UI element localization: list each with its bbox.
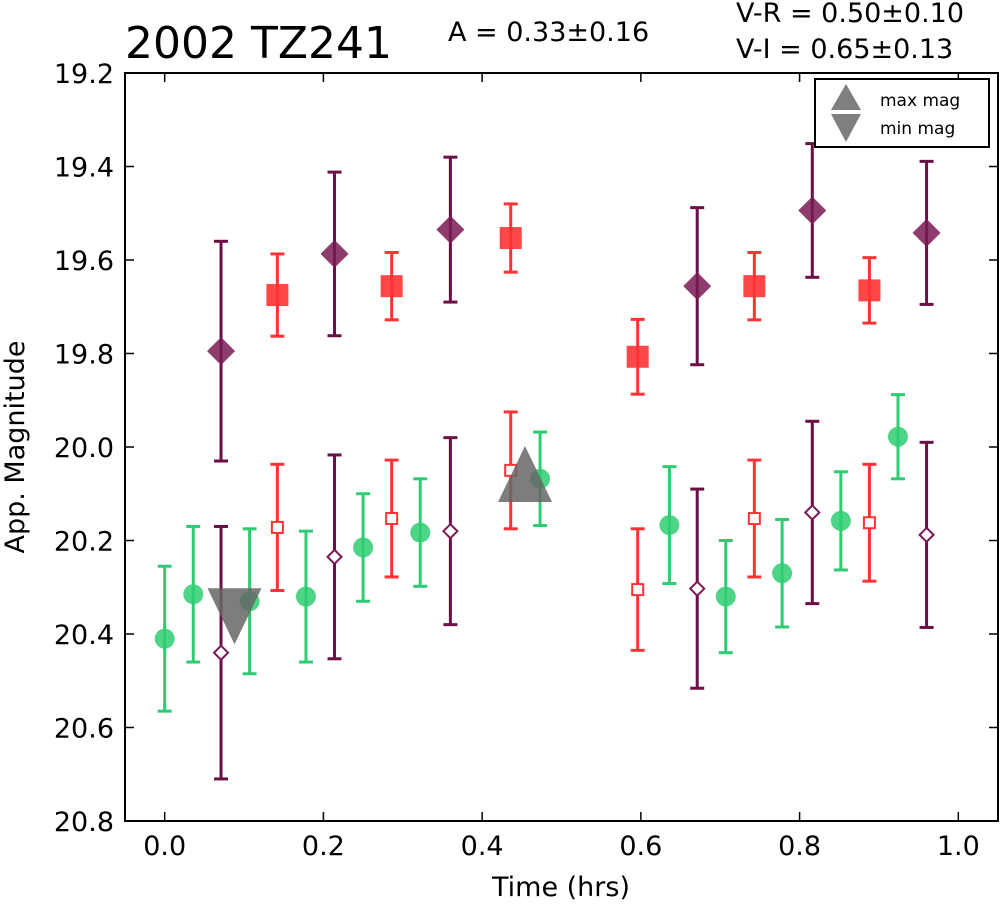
y-tick-label: 20.4 (54, 620, 114, 651)
chart-title: 2002 TZ241 (125, 18, 392, 69)
y-tick-label: 19.4 (54, 153, 114, 184)
x-axis-label: Time (hrs) (491, 872, 630, 903)
legend-min-mag-marker (831, 114, 861, 142)
data-point-circle (772, 563, 793, 584)
data-point-square-open (270, 520, 284, 534)
data-point-square (626, 345, 649, 368)
data-point-square (499, 227, 522, 250)
y-axis-label: App. Magnitude (0, 341, 31, 554)
y-tick-label: 19.2 (54, 59, 114, 90)
min-mag-marker (207, 588, 262, 645)
data-point-circle (295, 586, 316, 607)
data-point-square (266, 284, 289, 307)
data-point-square (743, 275, 766, 298)
data-point-diamond (912, 218, 941, 247)
data-point-diamond (436, 215, 465, 244)
legend-min-mag-label: min mag (880, 119, 955, 139)
axis-ticks: 0.0 0.2 0.4 0.6 0.8 1.0 19.2 19.4 19.6 19.8 20.0 20… (54, 59, 998, 862)
data-point-diamond (207, 337, 236, 366)
y-tick-label: 20.0 (54, 433, 114, 464)
data-point-diamond (320, 239, 349, 268)
color-vi-label: V-I = 0.65±0.13 (736, 34, 953, 65)
data-point-diamond (683, 272, 712, 301)
y-tick-label: 20.2 (54, 527, 114, 558)
y-tick-label: 19.8 (54, 340, 114, 371)
data-point-circle (659, 515, 680, 536)
y-tick-label: 20.8 (54, 807, 114, 838)
x-tick-label: 0.0 (143, 831, 186, 862)
data-point-diamond-open (326, 548, 343, 566)
x-tick-label: 0.2 (302, 831, 345, 862)
data-point-circle (353, 537, 374, 558)
data-point-diamond-open (212, 644, 230, 662)
legend-max-mag-marker (831, 84, 861, 110)
data-point-diamond (798, 196, 827, 225)
data-point-circle (830, 510, 851, 531)
data-point-diamond-open (803, 504, 821, 521)
plot-frame (124, 72, 999, 822)
max-mag-marker (497, 446, 552, 503)
data-point-square (380, 275, 403, 298)
x-tick-label: 0.8 (778, 831, 821, 862)
data-point-circle (888, 426, 909, 447)
y-tick-label: 19.6 (54, 246, 114, 277)
data-point-circle (183, 584, 204, 605)
legend-max-mag-label: max mag (880, 91, 960, 111)
x-tick-label: 1.0 (937, 831, 980, 862)
data-point-diamond-open (918, 526, 935, 544)
amplitude-label: A = 0.33±0.16 (448, 17, 649, 48)
x-tick-label: 0.6 (619, 831, 662, 862)
data-point-square (858, 279, 881, 302)
data-point-circle (154, 628, 175, 649)
data-marks (154, 142, 941, 781)
data-point-square-open (747, 512, 761, 526)
y-tick-label: 20.6 (54, 714, 114, 745)
data-point-square-open (385, 512, 399, 526)
data-point-circle (715, 586, 736, 607)
data-point-square-open (631, 583, 645, 597)
x-tick-label: 0.4 (461, 831, 504, 862)
data-point-diamond-open (441, 522, 459, 540)
color-vr-label: V-R = 0.50±0.10 (736, 0, 964, 29)
data-point-circle (410, 522, 431, 543)
data-point-square-open (862, 516, 876, 530)
data-point-diamond-open (688, 580, 706, 598)
legend: max mag min mag (814, 78, 990, 148)
